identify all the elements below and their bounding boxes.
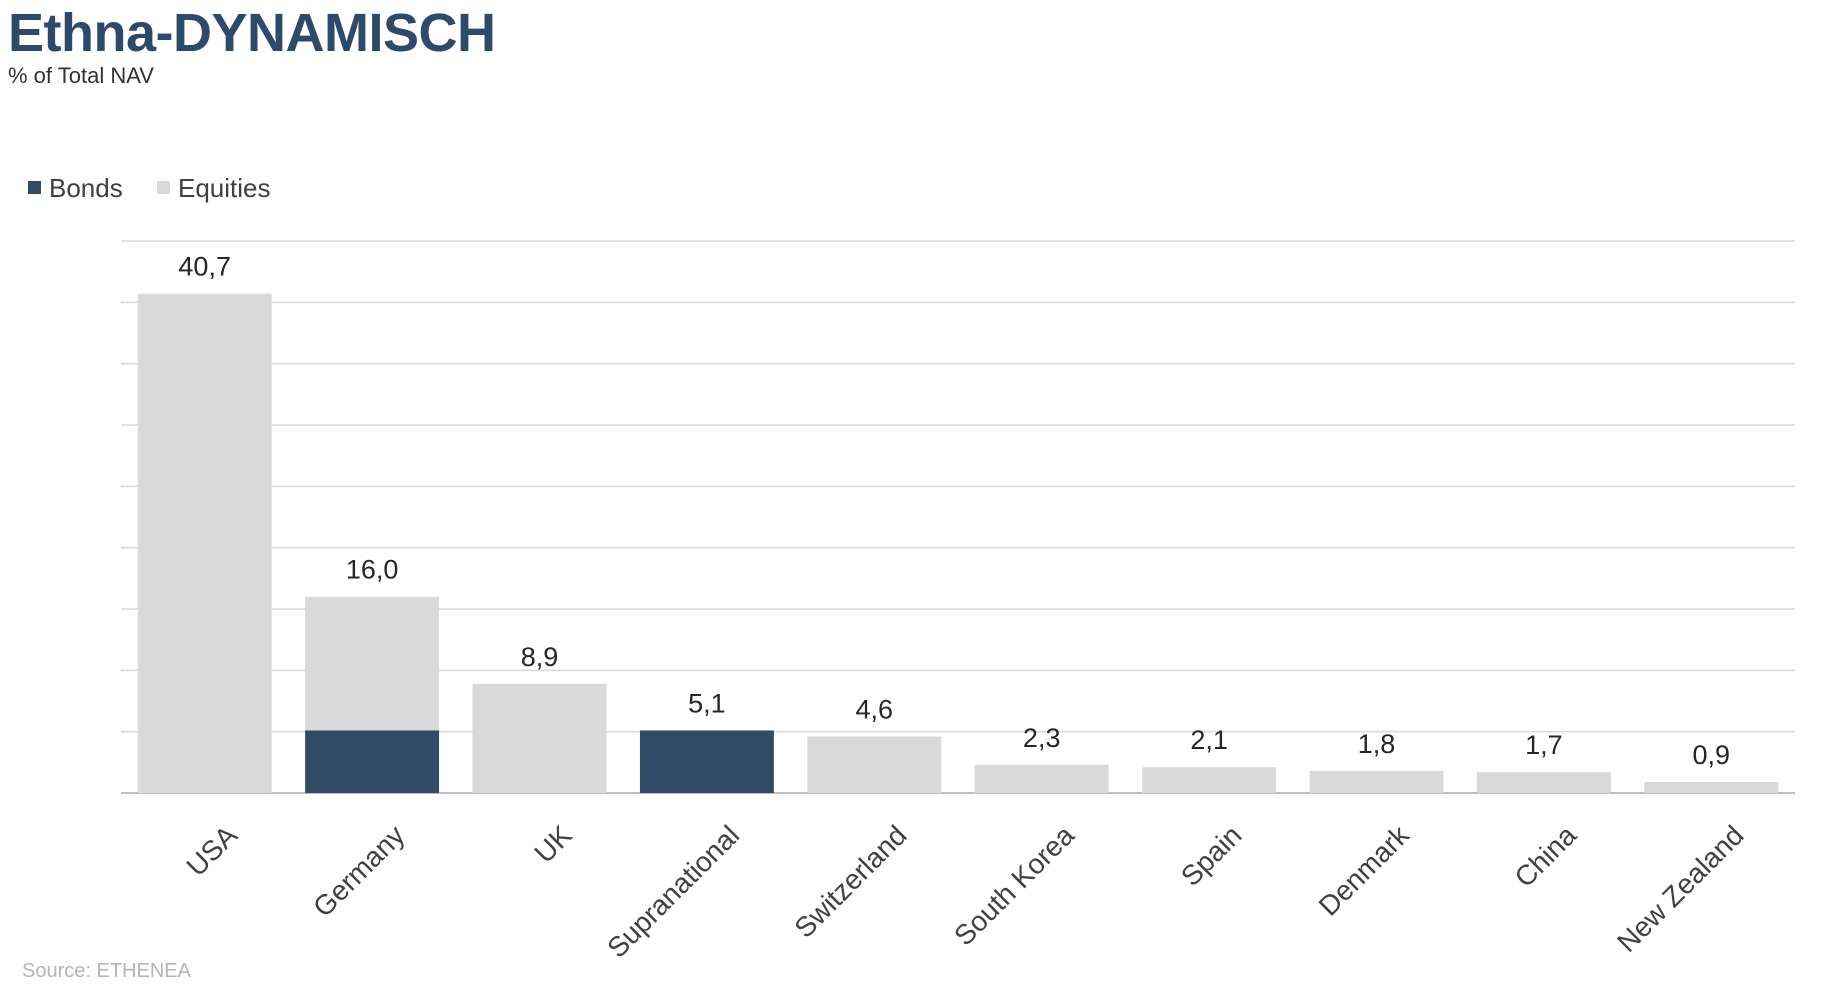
data-label: 2,1 (1190, 725, 1228, 755)
x-tick-label: Spain (1175, 819, 1248, 892)
x-tick-label: UK (528, 819, 578, 869)
data-labels: 40,7 16,0 8,9 5,1 4,6 2,3 2,1 1,8 1,7 0,9 (178, 252, 1730, 770)
x-tick-label: Germany (307, 819, 410, 922)
legend-label-equities: Equities (178, 173, 271, 203)
bar-equities-south-korea (974, 764, 1109, 793)
chart-title: Ethna-DYNAMISCH (8, 3, 496, 63)
bar-equities-switzerland (807, 736, 942, 793)
data-label: 16,0 (346, 555, 399, 585)
x-tick-label: New Zealand (1611, 819, 1750, 958)
data-label: 2,3 (1023, 723, 1061, 753)
legend-swatch-bonds (28, 181, 41, 194)
bar-equities-denmark (1309, 770, 1444, 793)
bar-equities-uk (472, 683, 607, 793)
legend-swatch-equities (157, 181, 170, 194)
x-axis-labels: USA Germany UK Supranational Switzerland Sout… (180, 819, 1749, 964)
legend-label-bonds: Bonds (49, 173, 123, 203)
bar-equities-china (1476, 772, 1611, 793)
data-label: 1,8 (1358, 729, 1396, 759)
x-tick-label: China (1509, 819, 1583, 893)
data-label: 8,9 (521, 642, 559, 672)
bars (137, 293, 1779, 793)
data-label: 5,1 (688, 688, 726, 718)
bar-equities-new-zealand (1644, 781, 1779, 793)
x-tick-label: Denmark (1313, 819, 1416, 922)
source-note: Source: ETHENEA (22, 960, 191, 982)
bar-equities-germany (305, 596, 440, 731)
data-label: 40,7 (178, 252, 231, 282)
bar-bonds-supranational (639, 730, 774, 793)
x-tick-label: USA (180, 819, 243, 882)
data-label: 4,6 (856, 695, 894, 725)
data-label: 1,7 (1525, 730, 1563, 760)
chart-subtitle: % of Total NAV (8, 63, 154, 88)
x-tick-label: Supranational (601, 819, 745, 963)
bar-equities-spain (1142, 767, 1277, 793)
bar-bonds-germany (305, 730, 440, 793)
x-tick-label: Switzerland (788, 819, 912, 943)
legend: Bonds Equities (28, 173, 271, 203)
bar-equities-usa (137, 293, 272, 793)
data-label: 0,9 (1693, 740, 1731, 770)
x-tick-label: South Korea (948, 819, 1080, 951)
